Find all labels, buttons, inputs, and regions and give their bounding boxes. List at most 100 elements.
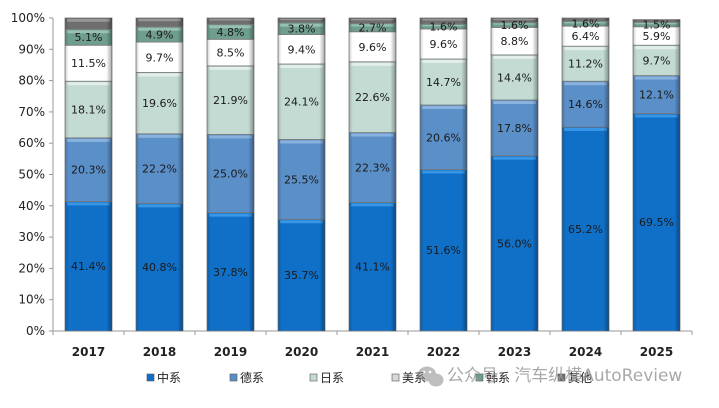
bar-segment-shade	[278, 22, 325, 35]
legend-label: 其他	[568, 371, 592, 385]
data-label: 11.5%	[71, 57, 106, 70]
bar-segment-shade	[562, 21, 609, 27]
bar-segment-shade	[207, 134, 254, 213]
bar-segment-shade	[349, 18, 396, 24]
bar-stack-2017	[64, 17, 113, 332]
bar-segment-shade	[136, 72, 183, 134]
data-label: 1.6%	[430, 20, 458, 33]
y-tick-label: 20%	[18, 261, 45, 275]
data-label: 22.6%	[355, 91, 390, 104]
data-label: 21.9%	[213, 94, 248, 107]
data-label: 24.1%	[284, 96, 319, 109]
data-label: 14.6%	[568, 98, 603, 111]
bar-stack-2018	[135, 17, 184, 332]
bar-segment-shade	[207, 18, 254, 25]
y-tick-label: 80%	[18, 74, 45, 88]
bar-segment-shade	[491, 27, 538, 55]
bar-segment-shade	[349, 31, 396, 62]
legend-item: 日系	[309, 371, 344, 385]
bar-segment-shade	[65, 18, 112, 30]
legend-swatch	[229, 373, 238, 382]
data-label: 22.2%	[142, 163, 177, 176]
bar-segment-shade	[562, 26, 609, 47]
data-label: 4.9%	[146, 28, 174, 41]
data-label: 12.1%	[639, 89, 674, 102]
data-label: 56.0%	[497, 237, 532, 250]
bar-segment-shade	[136, 18, 183, 27]
legend-label: 德系	[240, 370, 264, 385]
x-tick-label: 2018	[143, 345, 176, 359]
data-label: 9.6%	[359, 41, 387, 54]
bar-segment-shade	[420, 59, 467, 106]
bar-segment-shade	[278, 219, 325, 331]
data-label: 1.6%	[501, 19, 529, 32]
bar-segment-shade	[491, 22, 538, 28]
bar-segment-shade	[207, 39, 254, 66]
y-tick-label: 30%	[18, 230, 45, 244]
bar-segment-shade	[136, 42, 183, 73]
data-label: 22.3%	[355, 161, 390, 174]
legend-swatch	[557, 373, 566, 382]
y-tick-label: 0%	[26, 324, 45, 338]
bar-segment-shade	[278, 64, 325, 140]
y-tick-label: 100%	[11, 11, 45, 25]
data-label: 20.3%	[71, 164, 106, 177]
bar-segment-shade	[65, 137, 112, 202]
data-label: 65.2%	[568, 223, 603, 236]
legend: 中系 德系 日系 美系 韩系 其他	[146, 370, 592, 385]
bar-segment-shade	[562, 126, 609, 331]
data-label: 6.4%	[572, 30, 600, 43]
data-label: 14.7%	[426, 76, 461, 89]
legend-item: 其他	[557, 371, 592, 385]
data-label: 9.4%	[288, 43, 316, 56]
data-label: 51.6%	[426, 244, 461, 257]
legend-swatch	[146, 373, 155, 382]
legend-label: 韩系	[486, 370, 510, 385]
bar-segment-shade	[633, 26, 680, 46]
bars	[64, 17, 681, 332]
bar-segment-shade	[65, 29, 112, 46]
x-tick-label: 2022	[427, 345, 460, 359]
data-label: 69.5%	[639, 216, 674, 229]
bar-segment-shade	[420, 23, 467, 29]
data-label: 9.6%	[430, 38, 458, 51]
bar-segment-shade	[633, 75, 680, 114]
bar-stack-2022	[419, 17, 468, 332]
bar-segment-shade	[278, 34, 325, 65]
bar-segment-shade	[349, 202, 396, 331]
x-tick-label: 2024	[569, 345, 602, 359]
y-tick-label: 40%	[18, 199, 45, 213]
x-tick-label: 2025	[640, 345, 673, 359]
data-label: 20.6%	[426, 131, 461, 144]
bar-segment-shade	[633, 19, 680, 23]
x-tick-label: 2017	[72, 345, 105, 359]
bar-stack-2021	[348, 17, 397, 332]
data-label: 8.5%	[217, 47, 245, 60]
bar-segment-shade	[562, 18, 609, 22]
bar-segment-shade	[278, 139, 325, 220]
bar-segment-shade	[420, 169, 467, 331]
bar-stack-2023	[490, 17, 539, 332]
bar-segment-shade	[136, 133, 183, 204]
data-label: 8.8%	[501, 35, 529, 48]
bar-segment-shade	[491, 155, 538, 331]
data-label: 3.8%	[288, 23, 316, 36]
y-tick-label: 90%	[18, 42, 45, 56]
bar-stack-2020	[277, 17, 326, 332]
bar-stack-2025	[632, 19, 681, 332]
x-tick-label: 2021	[356, 345, 389, 359]
data-label: 5.1%	[75, 31, 103, 44]
watermark-text: 公众号 · 汽车纵横AutoReview	[447, 366, 682, 386]
y-tick-label: 50%	[18, 168, 45, 182]
data-label: 25.0%	[213, 168, 248, 181]
legend-label: 中系	[157, 370, 181, 385]
bar-segment-shade	[633, 45, 680, 76]
y-tick-label: 10%	[18, 293, 45, 307]
watermark: 公众号 · 汽车纵横AutoReview	[418, 366, 682, 387]
data-label: 2.7%	[359, 22, 387, 35]
data-label: 35.7%	[284, 269, 319, 282]
bar-segment-shade	[136, 203, 183, 331]
bar-segment-shade	[420, 105, 467, 170]
bar-segment-shade	[349, 23, 396, 32]
